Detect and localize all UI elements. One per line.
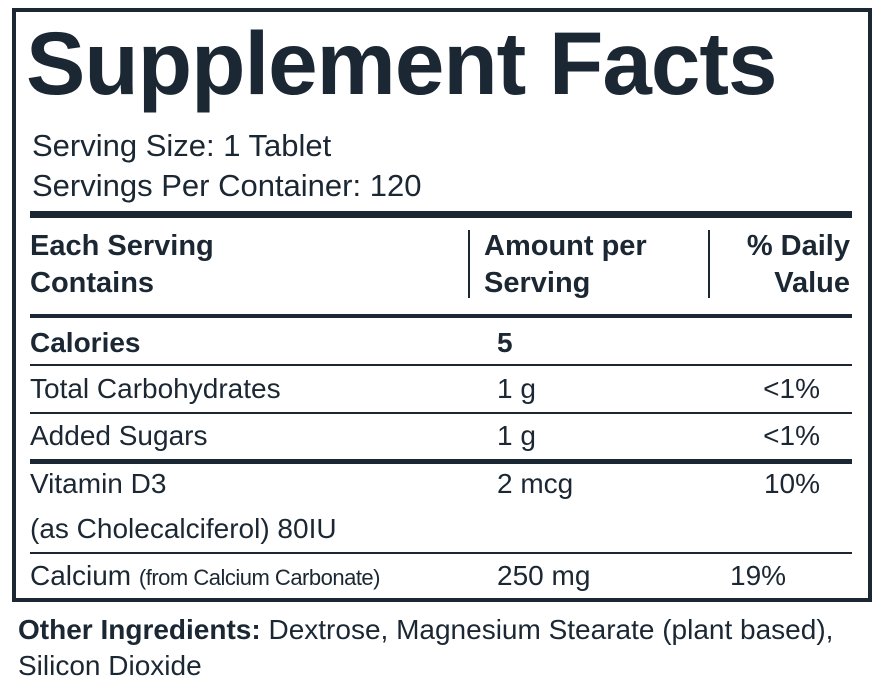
other-ingredients-text: Dextrose, Magnesium Stearate (plant base… <box>18 614 834 681</box>
other-ingredients: Other Ingredients: Dextrose, Magnesium S… <box>18 612 838 684</box>
row-daily-value: <1% <box>763 420 820 451</box>
row-amount: 5 <box>497 327 513 358</box>
rule <box>30 364 852 366</box>
row-name: Total Carbohydrates <box>30 373 281 404</box>
row-name: Calories <box>30 327 141 358</box>
row-amount: 2 mcg <box>497 468 574 499</box>
rule <box>30 459 852 464</box>
servings-per-container: Servings Per Container: 120 <box>32 168 422 203</box>
row-name: Vitamin D3 <box>30 468 167 499</box>
header-cell: Each Serving Contains <box>30 230 214 299</box>
rule <box>30 412 852 414</box>
label-border <box>12 8 872 602</box>
column-divider <box>708 230 710 298</box>
row-daily-value: 10% <box>763 468 820 499</box>
rule <box>30 314 852 318</box>
column-divider <box>468 230 470 298</box>
header-cell: % Daily Value <box>746 230 850 299</box>
rule <box>30 552 852 554</box>
serving-size: Serving Size: 1 Tablet <box>32 128 332 163</box>
row-daily-value: <1% <box>763 373 820 404</box>
header-cell: Amount per Serving <box>484 230 647 299</box>
row-amount: 250 mg <box>497 560 591 591</box>
row-amount: 1 g <box>497 373 536 404</box>
row-amount: 1 g <box>497 420 536 451</box>
other-ingredients-label: Other Ingredients: <box>18 614 261 645</box>
row-note: (from Calcium Carbonate) <box>138 565 381 590</box>
row-cell: Calcium (from Calcium Carbonate) <box>30 560 381 592</box>
row-note: (as Cholecalciferol) 80IU <box>30 513 337 544</box>
row-name: Added Sugars <box>30 420 208 451</box>
title: Supplement Facts <box>26 13 778 113</box>
row-name: Calcium <box>30 560 132 591</box>
row-daily-value: 19% <box>730 560 787 591</box>
thick-rule <box>30 211 852 218</box>
